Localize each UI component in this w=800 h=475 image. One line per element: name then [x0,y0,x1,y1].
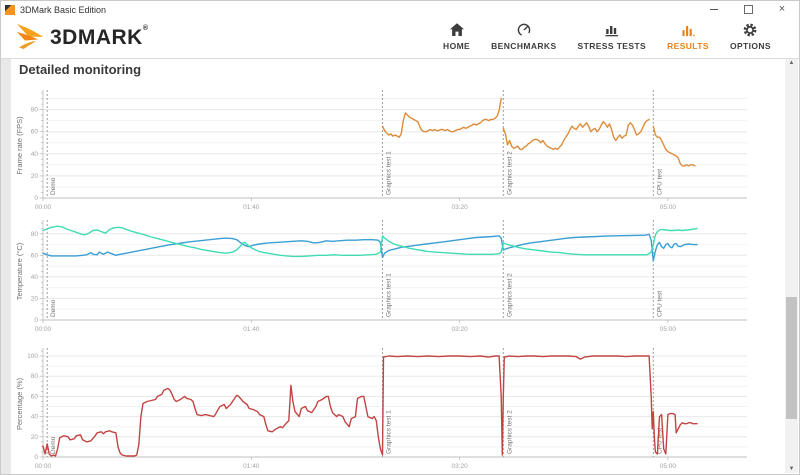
svg-text:Frame rate (FPS): Frame rate (FPS) [15,116,24,175]
svg-text:00:00: 00:00 [35,204,52,211]
svg-text:CPU test: CPU test [656,428,663,454]
nav-item-options[interactable]: OPTIONS [730,22,771,51]
svg-text:CPU test: CPU test [656,169,663,195]
svg-text:Percentage (%): Percentage (%) [15,377,24,430]
nav-menu: HOME BENCHMARKS STRESS TESTS [443,22,771,51]
svg-text:60: 60 [31,252,39,259]
svg-text:80: 80 [31,373,39,380]
options-gear-icon [744,23,757,37]
minimize-icon [710,8,718,10]
svg-text:20: 20 [31,434,39,441]
scroll-down-arrow-icon[interactable]: ▼ [788,466,795,472]
svg-text:05:00: 05:00 [660,204,677,211]
svg-text:0: 0 [34,195,38,202]
brand-text: 3DMARK® [50,24,149,49]
svg-text:00:00: 00:00 [35,326,52,333]
page-title: Detailed monitoring [19,62,142,77]
svg-text:80: 80 [31,107,39,114]
window-titlebar: 3DMark Basic Edition × [1,1,799,17]
svg-text:60: 60 [31,129,39,136]
nav-item-home[interactable]: HOME [443,22,470,51]
3dmark-wing-icon [17,24,43,49]
temperature-chart: 0 20 40 60 80 00:00 01:40 03:20 05:00 Demo Graphic… [15,220,747,333]
svg-text:05:00: 05:00 [660,463,677,470]
nav-item-stress-tests[interactable]: STRESS TESTS [578,22,647,51]
nav-item-label: RESULTS [667,41,709,51]
percentage-chart: 0 20 40 60 80 100 00:00 01:40 03:20 05:00 Demo Grap… [15,348,747,470]
svg-text:Demo: Demo [50,436,57,454]
nav-item-label: OPTIONS [729,41,771,51]
home-icon [449,23,464,36]
svg-text:40: 40 [31,151,39,158]
svg-text:01:40: 01:40 [243,204,260,211]
frame-rate-chart: 0 20 40 60 80 00:00 01:40 03:20 05:00 Demo Graphic… [15,90,747,211]
scrollbar-thumb[interactable] [786,297,797,419]
svg-text:20: 20 [31,173,39,180]
svg-text:Graphics test 1: Graphics test 1 [386,273,393,317]
svg-text:Graphics test 2: Graphics test 2 [506,151,513,195]
svg-text:20: 20 [31,295,39,302]
svg-text:03:20: 03:20 [451,204,468,211]
svg-text:Graphics test 1: Graphics test 1 [386,410,393,454]
vertical-scrollbar[interactable]: ▲ ▼ [785,59,798,473]
benchmarks-gauge-icon [517,23,531,37]
svg-text:80: 80 [31,231,39,238]
svg-text:40: 40 [31,274,39,281]
restore-button[interactable] [741,2,755,16]
svg-text:0: 0 [34,454,38,461]
svg-text:CPU test: CPU test [656,291,663,317]
svg-text:Demo: Demo [50,177,57,195]
svg-text:60: 60 [31,393,39,400]
svg-text:03:20: 03:20 [451,463,468,470]
app-icon [5,5,15,15]
svg-text:05:00: 05:00 [660,326,677,333]
stress-tests-bars-icon [605,26,618,37]
registered-mark: ® [142,24,149,32]
nav-item-label: STRESS TESTS [577,41,647,51]
left-gutter [1,59,11,474]
svg-text:40: 40 [31,414,39,421]
3dmark-logo: 3DMARK® [16,22,149,52]
svg-text:01:40: 01:40 [243,463,260,470]
svg-text:03:20: 03:20 [451,326,468,333]
nav-item-benchmarks[interactable]: BENCHMARKS [491,22,556,51]
window-controls: × [707,2,789,16]
nav-item-results[interactable]: RESULTS [667,22,709,51]
window-title: 3DMark Basic Edition [20,4,107,15]
restore-icon [743,2,755,14]
results-bars-icon [682,25,695,37]
svg-text:01:40: 01:40 [243,326,260,333]
svg-text:Graphics test 2: Graphics test 2 [506,410,513,454]
close-icon: × [778,3,786,15]
svg-text:Graphics test 2: Graphics test 2 [506,273,513,317]
nav-item-label: BENCHMARKS [491,41,557,51]
scroll-up-arrow-icon[interactable]: ▲ [788,60,795,66]
nav-item-label: HOME [443,41,471,51]
svg-text:Demo: Demo [50,299,57,317]
svg-text:Graphics test 1: Graphics test 1 [386,151,393,195]
minimize-button[interactable] [707,2,721,16]
svg-text:Temperature (°C): Temperature (°C) [15,242,24,300]
close-button[interactable]: × [775,2,789,16]
svg-text:0: 0 [34,317,38,324]
svg-text:100: 100 [27,353,38,360]
svg-text:00:00: 00:00 [35,463,52,470]
navbar: 3DMARK® HOME BENCHMARKS [1,17,799,59]
